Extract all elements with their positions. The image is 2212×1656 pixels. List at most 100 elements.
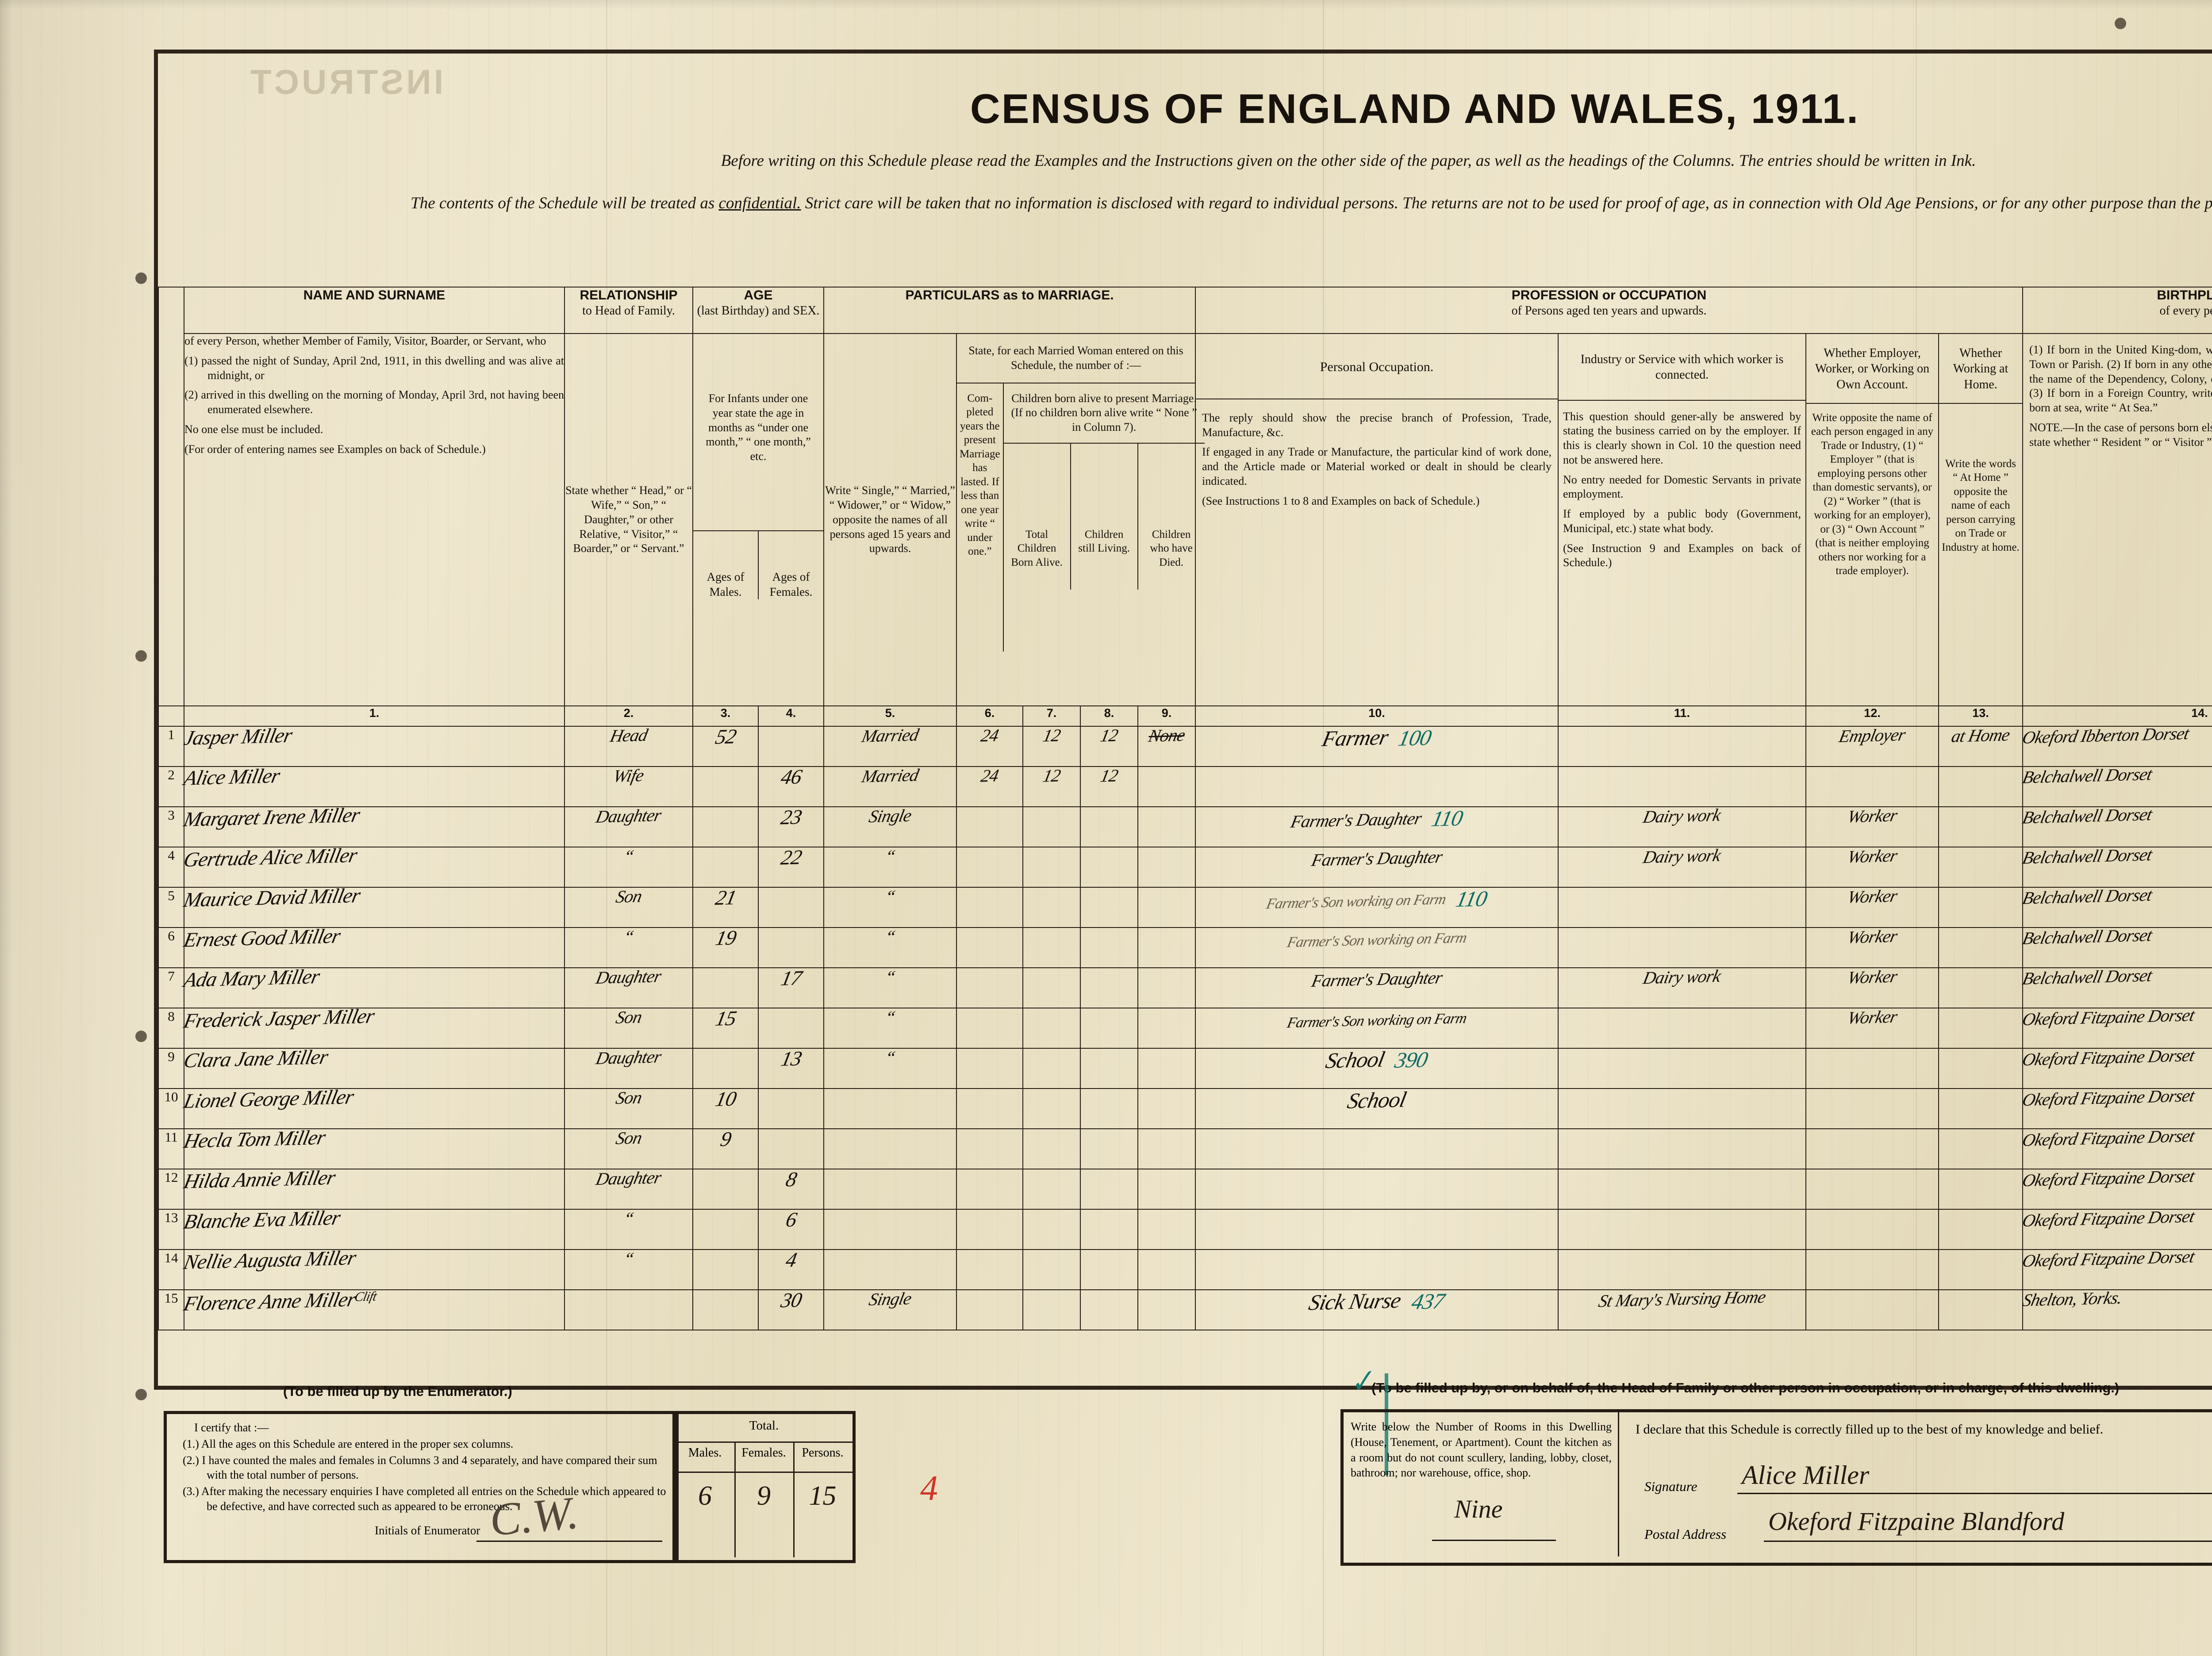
table-row[interactable]: 3 Margaret Irene Miller Daughter 23 Single Fa… <box>158 804 2212 848</box>
row-number: 4 <box>158 847 184 888</box>
cell-at-home <box>1938 806 2024 848</box>
cell-birthplace: Okeford Fitzpaine Dorset <box>2020 1126 2212 1170</box>
table-row[interactable]: 1 Jasper Miller Head 52 Married 24 12 12 None Far… <box>158 723 2212 767</box>
table-row[interactable]: 14 Nellie Augusta Miller “ 4 Okeford Fitzpai… <box>158 1246 2212 1291</box>
table-row[interactable]: 12 Hilda Annie Miller Daughter 8 Okeford Fit… <box>158 1166 2212 1210</box>
declaration-text: I declare that this Schedule is correctl… <box>1636 1422 2104 1437</box>
colnum-2: 2. <box>564 705 693 727</box>
header-row-titles: NAME AND SURNAME RELATIONSHIP to Head of… <box>158 286 2212 706</box>
cell-occupation: Farmer's Son working on Farm <box>1195 927 1559 969</box>
cell-age-female <box>758 887 824 928</box>
cell-condition: “ <box>823 927 957 969</box>
cell-condition: Single <box>823 1288 957 1331</box>
cell-birthplace: Okeford Fitzpaine Dorset <box>2020 1045 2212 1089</box>
instr-employer: Whether Employer, Worker, or Working on … <box>1805 333 1939 707</box>
colnum-5: 5. <box>823 705 957 727</box>
cell-years-married <box>956 967 1023 1009</box>
table-row[interactable]: 6 Ernest Good Miller “19 “Farmer's Son work… <box>158 925 2212 969</box>
cell-birthplace: Belchalwell Dorset <box>2021 804 2212 848</box>
occupation-code: 437 <box>1409 1288 1447 1315</box>
certify-heading: I certify that :— <box>194 1421 269 1434</box>
cell-condition: “ <box>823 886 957 928</box>
cell-children-born <box>1022 927 1081 969</box>
row-number: 2 <box>158 766 184 808</box>
cell-relationship: Daughter <box>564 966 693 1009</box>
schedule-outer-frame <box>154 50 2212 1390</box>
instr-at-home: Whether Working at Home. Write the words… <box>1938 333 2024 707</box>
cell-at-home: at Home <box>1938 724 2024 767</box>
instr-industry: Industry or Service with which worker is… <box>1558 333 1806 707</box>
rooms-and-declaration-box[interactable]: Write below the Number of Rooms in this … <box>1340 1409 2212 1566</box>
total-label: Total. <box>749 1418 779 1433</box>
cell-age-male: 52 <box>692 725 759 767</box>
table-row[interactable]: 8 Frederick Jasper Miller Son 15 “ Farmer's S… <box>158 1005 2212 1049</box>
colnum-8: 8. <box>1080 705 1138 727</box>
table-row[interactable]: 13 Blanche Eva Miller “ 6 Okeford Fitzpaine … <box>158 1206 2212 1250</box>
row-number: 7 <box>158 967 184 1009</box>
cell-name: Ada Mary Miller <box>182 965 565 1009</box>
cell-occupation <box>1195 1169 1559 1210</box>
cell-employer <box>1805 1088 1939 1130</box>
cell-industry <box>1558 766 1806 808</box>
table-row[interactable]: 11 Hecla Tom Miller Son 9 Okeford Fitzpaine … <box>158 1126 2212 1170</box>
cell-children-living <box>1080 1249 1138 1291</box>
cell-name: Maurice David Miller <box>182 884 565 928</box>
colnum-9: 9. <box>1137 705 1196 727</box>
cell-employer: Employer <box>1805 724 1939 767</box>
header-age-sex: AGE (last Birthday) and SEX. <box>692 286 824 334</box>
cell-age-male: 21 <box>692 886 759 928</box>
colnum-12: 12. <box>1805 705 1939 727</box>
cell-name: Nellie Augusta Miller <box>182 1246 565 1291</box>
row-number: 8 <box>158 1008 184 1049</box>
name-suffix: Clift <box>353 1289 378 1304</box>
cell-employer: Worker <box>1805 886 1939 928</box>
table-row[interactable]: 5 Maurice David Miller Son 21 “ Farmer's Son … <box>158 884 2212 928</box>
header-row-instructions: of every Person, whether Member of Famil… <box>158 333 2212 707</box>
header-profession: PROFESSION or OCCUPATION of Persons aged… <box>1194 286 2024 334</box>
cell-children-born <box>1022 1289 1081 1331</box>
row-number: 13 <box>158 1209 184 1250</box>
subtitle-instructions: Before writing on this Schedule please r… <box>721 152 1976 170</box>
cell-birthplace: Okeford Fitzpaine Dorset <box>2020 1206 2212 1250</box>
cell-relationship: Daughter <box>564 1046 693 1089</box>
table-row[interactable]: 4 Gertrude Alice Miller “22 “Farmer's Daugh… <box>158 844 2212 888</box>
punch-hole <box>135 650 147 662</box>
cell-age-male: 19 <box>692 927 759 969</box>
table-row[interactable]: 7 Ada Mary Miller Daughter 17 “ Farmer's Daug… <box>158 965 2212 1009</box>
signature-value: Alice Miller <box>1742 1460 1870 1490</box>
cell-children-born <box>1022 1209 1081 1250</box>
table-row[interactable]: 2 Alice Miller Wife 46 Married 24 12 12 Belchalw… <box>158 764 2212 808</box>
cell-years-married: 24 <box>956 725 1023 767</box>
cell-occupation: Farmer's Daughter 110 <box>1195 805 1559 848</box>
cell-name: Gertrude Alice Miller <box>182 844 565 888</box>
cell-relationship: Daughter <box>564 805 693 848</box>
instr-birthplace: (1) If born in the United King-dom, writ… <box>2022 333 2212 707</box>
cell-at-home <box>1938 1249 2024 1291</box>
cell-age-female: 4 <box>758 1249 824 1291</box>
cell-children-died <box>1137 887 1196 928</box>
cell-industry <box>1558 1008 1806 1049</box>
subtitle-confidential: The contents of the Schedule will be tre… <box>411 194 2212 212</box>
header-birthplace: BIRTHPLACE of every person. <box>2022 286 2212 334</box>
table-row[interactable]: 9 Clara Jane Miller Daughter 13 “ School 390 Ok… <box>158 1045 2212 1089</box>
cell-at-home <box>1938 847 2024 888</box>
cell-industry <box>1558 1249 1806 1291</box>
table-row[interactable]: 10 Lionel George Miller Son 10 School Okeford… <box>158 1085 2212 1130</box>
table-row[interactable]: 15 Florence Anne Miller Clift 30 Single Sick… <box>158 1287 2212 1331</box>
cell-at-home <box>1938 887 2024 928</box>
persons-total-value: 15 <box>809 1481 837 1511</box>
cell-condition: “ <box>823 846 957 888</box>
cell-age-male: 15 <box>692 1007 759 1049</box>
cell-relationship: “ <box>564 1249 693 1291</box>
cell-age-female: 22 <box>758 846 824 888</box>
females-total-value: 9 <box>757 1481 771 1511</box>
cell-children-living <box>1080 1088 1138 1130</box>
totals-box: Total. Males. Females. Persons. 6 9 15 <box>672 1411 856 1563</box>
cell-name: Hecla Tom Miller <box>182 1126 565 1170</box>
cell-children-living <box>1080 967 1138 1009</box>
enumerator-certification-box[interactable]: I certify that :— (1.) All the ages on t… <box>164 1411 679 1563</box>
cell-children-died <box>1137 1048 1196 1089</box>
cell-occupation <box>1195 1128 1559 1170</box>
cell-industry: Dairy work <box>1558 805 1806 848</box>
header-name-surname: NAME AND SURNAME <box>184 286 565 334</box>
